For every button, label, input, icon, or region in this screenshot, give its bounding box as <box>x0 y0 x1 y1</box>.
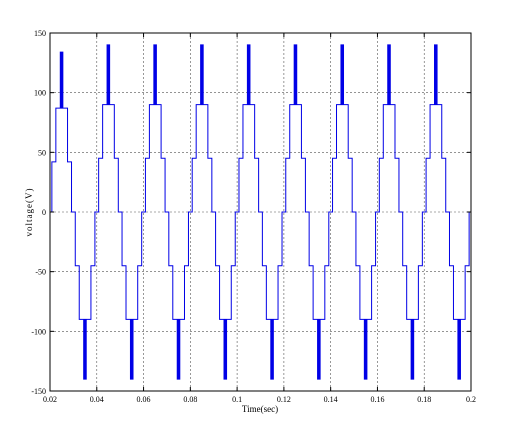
y-axis-ticks: -150 -100 -50 0 50 100 150 <box>31 29 471 396</box>
x-tick-label: 0.14 <box>324 395 338 404</box>
x-tick-label: 0.12 <box>277 395 291 404</box>
x-tick-label: 0.16 <box>370 395 384 404</box>
x-axis-title: Time(sec) <box>242 404 278 414</box>
voltage-waveform-line <box>50 44 471 380</box>
y-tick-label: 0 <box>42 208 46 217</box>
y-tick-label: 100 <box>34 89 46 98</box>
x-tick-label: 0.04 <box>90 395 104 404</box>
x-tick-label: 0.02 <box>43 395 57 404</box>
x-tick-label: 0.08 <box>183 395 197 404</box>
x-tick-label: 0.1 <box>232 395 242 404</box>
x-tick-label: 0.06 <box>137 395 151 404</box>
y-tick-label: 50 <box>38 148 46 157</box>
y-tick-label: -150 <box>31 387 46 396</box>
y-tick-label: -100 <box>31 327 46 336</box>
x-axis-ticks: 0.02 0.04 0.06 0.08 0.1 0.12 0.14 0.16 0.18 0.2 <box>43 33 476 404</box>
y-tick-label: -50 <box>35 268 46 277</box>
y-axis-title: voltage(V) <box>24 188 34 237</box>
x-tick-label: 0.18 <box>417 395 431 404</box>
y-tick-label: 150 <box>34 29 46 38</box>
x-tick-label: 0.2 <box>466 395 476 404</box>
